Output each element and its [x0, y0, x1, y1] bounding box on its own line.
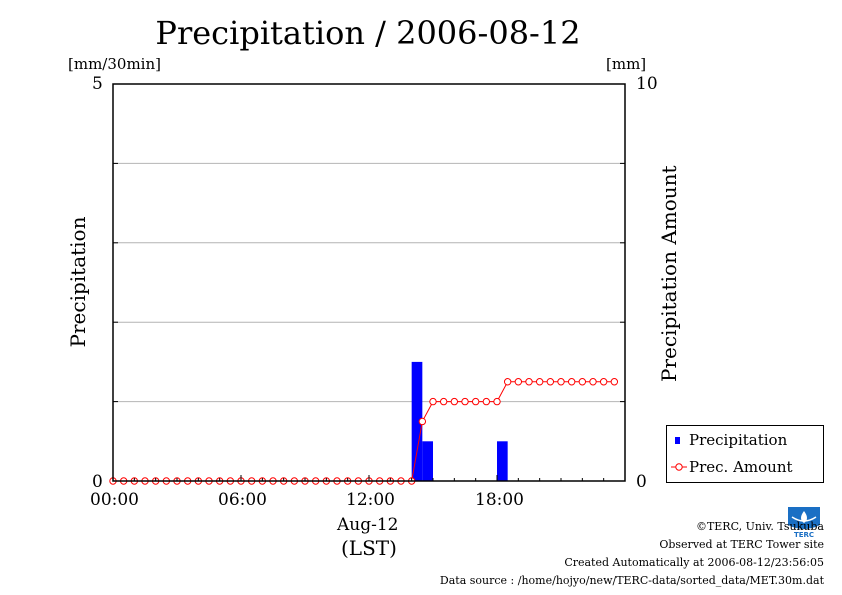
x-tick-1200: 12:00	[346, 490, 395, 510]
x-tick-0000: 00:00	[90, 490, 139, 510]
right-y-axis-title: Precipitation Amount	[657, 165, 681, 382]
x-date-label: Aug-12	[337, 515, 399, 535]
prec-amount-point	[439, 397, 448, 406]
legend-item-prec-amount: Prec. Amount	[667, 455, 823, 479]
logo-text: TERC	[794, 531, 814, 539]
prec-amount-point	[567, 378, 576, 386]
prec-amount-point	[503, 378, 512, 386]
chart-title: Precipitation / 2006-08-12	[155, 14, 581, 52]
prec-amount-point	[493, 397, 501, 406]
precipitation-bar	[422, 441, 433, 481]
right-tick-max: 10	[636, 74, 658, 94]
precipitation-bar	[497, 441, 508, 481]
precipitation-bars	[411, 361, 508, 481]
legend-line-swatch	[671, 463, 687, 471]
footer-source: Data source : /home/hojyo/new/TERC-data/…	[439, 574, 824, 587]
prec-amount-point	[557, 378, 565, 386]
legend-label-prec-amount: Prec. Amount	[689, 458, 793, 476]
prec-amount-point	[461, 397, 469, 406]
footer-observed: Observed at TERC Tower site	[659, 538, 824, 551]
prec-amount-point	[578, 378, 587, 386]
plot-frame	[112, 83, 626, 482]
prec-amount-point	[418, 417, 427, 426]
left-y-axis-title: Precipitation	[66, 216, 90, 348]
axis-ticks	[112, 83, 626, 482]
x-tick-0600: 06:00	[218, 490, 267, 510]
right-unit-label: [mm]	[606, 55, 647, 73]
prec-amount-point	[429, 397, 437, 406]
left-unit-label: [mm/30min]	[68, 55, 161, 73]
prec-amount-polyline	[113, 381, 615, 482]
prec-amount-point	[589, 378, 597, 386]
precipitation-bar	[411, 361, 423, 481]
left-tick-max: 5	[92, 74, 103, 94]
prec-amount-point	[450, 397, 459, 406]
prec-amount-line	[109, 378, 619, 485]
legend: Precipitation Prec. Amount	[666, 425, 824, 483]
x-tick-1800: 18:00	[475, 490, 524, 510]
grid-lines	[113, 162, 625, 403]
right-tick-zero: 0	[636, 472, 647, 492]
prec-amount-point	[610, 378, 619, 386]
legend-bar-swatch	[675, 437, 680, 444]
prec-amount-point	[546, 378, 555, 386]
terc-logo: TERC	[784, 503, 824, 539]
x-unit-label: (LST)	[341, 536, 397, 560]
left-tick-zero: 0	[92, 472, 103, 492]
footer-created: Created Automatically at 2006-08-12/23:5…	[564, 556, 824, 569]
legend-label-precipitation: Precipitation	[689, 431, 788, 449]
prec-amount-point	[599, 378, 608, 386]
legend-item-precipitation: Precipitation	[667, 428, 823, 452]
prec-amount-point	[514, 378, 523, 386]
prec-amount-point	[535, 378, 544, 386]
prec-amount-point	[471, 397, 480, 406]
prec-amount-point	[482, 397, 491, 406]
footer-copyright: ©TERC, Univ. Tsukuba	[695, 520, 824, 533]
prec-amount-point	[525, 378, 533, 386]
